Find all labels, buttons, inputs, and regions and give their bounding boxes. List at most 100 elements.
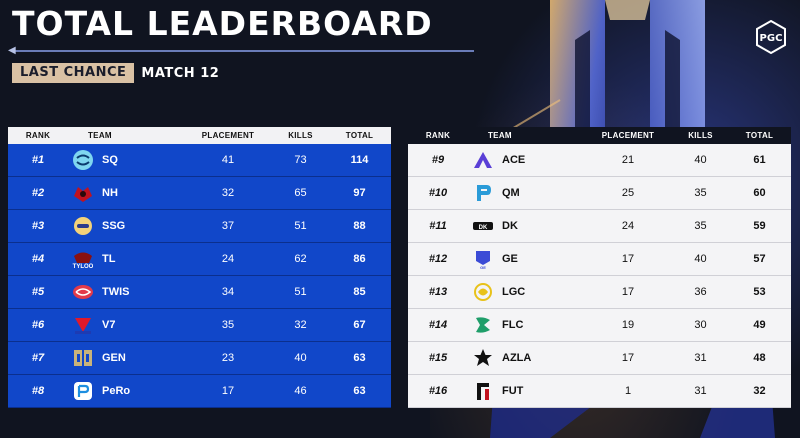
team-name: TL: [102, 253, 116, 265]
total-cell: 57: [753, 253, 766, 265]
rank-cell: #14: [428, 319, 448, 331]
leaderboard-table-right: RANK TEAM PLACEMENT KILLS TOTAL #9 ACE 21 4…: [408, 127, 791, 408]
total-cell: 53: [753, 286, 766, 298]
total-cell: 114: [350, 154, 369, 166]
team-header: TEAM: [88, 131, 112, 140]
rank-header: RANK: [25, 131, 51, 140]
team-cell: FUT: [468, 380, 583, 402]
table-row: #10 QM 25 35 60: [408, 177, 791, 210]
kills-cell: 73: [294, 154, 307, 166]
team-cell: V7: [68, 314, 183, 336]
total-cell: 67: [353, 319, 366, 331]
kills-cell: 40: [694, 253, 707, 265]
placement-header: PLACEMENT: [601, 131, 655, 140]
team-cell: QM: [468, 182, 583, 204]
table-row: #11 DK DK 24 35 59: [408, 210, 791, 243]
lgc-logo-icon: [472, 281, 494, 303]
table-row: #2 NH 32 65 97: [8, 177, 391, 210]
kills-cell: 65: [294, 187, 307, 199]
placement-cell: 37: [221, 220, 235, 232]
team-cell: DK DK: [468, 215, 583, 237]
dk-logo-icon: DK: [472, 215, 494, 237]
team-name: NH: [102, 187, 118, 199]
team-name: SSG: [102, 220, 126, 232]
flc-logo-icon: [472, 314, 494, 336]
total-cell: 59: [753, 220, 766, 232]
kills-cell: 30: [694, 319, 707, 331]
table-row: #1 SQ 41 73 114: [8, 144, 391, 177]
placement-cell: 17: [621, 286, 635, 298]
team-name: GEN: [102, 352, 126, 364]
table-row: #9 ACE 21 40 61: [408, 144, 791, 177]
total-cell: 97: [353, 187, 366, 199]
placement-cell: 24: [221, 253, 235, 265]
ssg-logo-icon: [72, 215, 94, 237]
rank-cell: #8: [31, 385, 45, 397]
team-name: V7: [102, 319, 116, 331]
team-cell: LGC: [468, 281, 583, 303]
placement-cell: 17: [621, 352, 635, 364]
rank-cell: #4: [31, 253, 45, 265]
stage-badge: LAST CHANCE: [12, 63, 135, 83]
total-cell: 88: [353, 220, 366, 232]
total-cell: 48: [753, 352, 766, 364]
rank-cell: #13: [428, 286, 448, 298]
total-header: TOTAL: [345, 131, 374, 140]
svg-text:DK: DK: [479, 225, 488, 231]
table-row: #13 LGC 17 36 53: [408, 276, 791, 309]
pero-logo-icon: [72, 380, 94, 402]
team-name: SQ: [102, 154, 118, 166]
sq-logo-icon: [72, 149, 94, 171]
subtitle-row: LAST CHANCE MATCH 12: [12, 63, 219, 83]
team-cell: TWIS: [68, 281, 183, 303]
team-name: GE: [502, 253, 518, 265]
table-row: #3 SSG 37 51 88: [8, 210, 391, 243]
team-name: PeRo: [102, 385, 131, 397]
total-cell: 61: [753, 154, 766, 166]
total-header: TOTAL: [745, 131, 774, 140]
rank-cell: #16: [428, 385, 448, 397]
table-body: #9 ACE 21 40 61 #10 QM 25 35 60 #11 DK DK 24 35 59 #12 GE…: [408, 144, 791, 408]
team-cell: SSG: [68, 215, 183, 237]
rank-cell: #6: [31, 319, 45, 331]
azla-logo-icon: [472, 347, 494, 369]
team-name: TWIS: [102, 286, 130, 298]
team-cell: ACE: [468, 149, 583, 171]
svg-text:TYLOO: TYLOO: [73, 264, 94, 270]
table-body: #1 SQ 41 73 114 #2 NH 32 65 97 #3 SSG 37 51 88 #4 TYLOO T…: [8, 144, 391, 408]
table-row: #6 V7 35 32 67: [8, 309, 391, 342]
title-divider: [12, 50, 474, 52]
rank-cell: #2: [31, 187, 45, 199]
twis-logo-icon: [72, 281, 94, 303]
table-row: #15 AZLA 17 31 48: [408, 342, 791, 375]
team-name: DK: [502, 220, 518, 232]
placement-cell: 19: [621, 319, 635, 331]
rank-cell: #1: [31, 154, 45, 166]
kills-cell: 31: [694, 385, 707, 397]
kills-cell: 51: [294, 220, 307, 232]
rank-cell: #3: [31, 220, 45, 232]
kills-cell: 40: [294, 352, 307, 364]
rank-cell: #9: [431, 154, 445, 166]
table-row: #8 PeRo 17 46 63: [8, 375, 391, 408]
kills-cell: 36: [694, 286, 707, 298]
total-cell: 32: [753, 385, 766, 397]
leaderboard-table-left: RANK TEAM PLACEMENT KILLS TOTAL #1 SQ 41 73…: [8, 127, 391, 408]
kills-cell: 40: [694, 154, 707, 166]
team-cell: SQ: [68, 149, 183, 171]
kills-cell: 62: [294, 253, 307, 265]
placement-cell: 21: [621, 154, 635, 166]
tl-logo-icon: TYLOO: [72, 248, 94, 270]
placement-header: PLACEMENT: [201, 131, 255, 140]
rank-cell: #7: [31, 352, 45, 364]
table-row: #7 GEN 23 40 63: [8, 342, 391, 375]
placement-cell: 23: [221, 352, 235, 364]
rank-cell: #5: [31, 286, 45, 298]
team-cell: NH: [68, 182, 183, 204]
team-cell: GE GE: [468, 248, 583, 270]
total-cell: 49: [753, 319, 766, 331]
team-name: AZLA: [502, 352, 532, 364]
placement-cell: 25: [621, 187, 635, 199]
divider-arrow-icon: ◀: [8, 45, 16, 56]
placement-cell: 41: [221, 154, 235, 166]
